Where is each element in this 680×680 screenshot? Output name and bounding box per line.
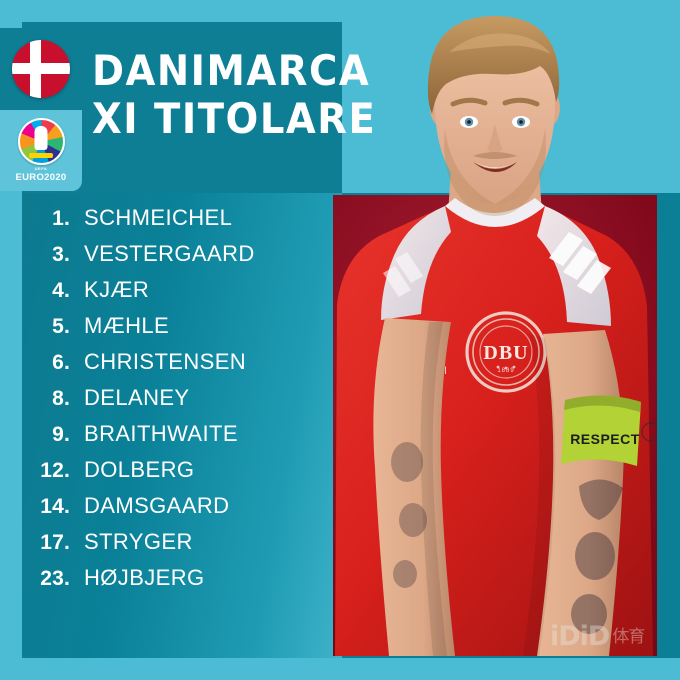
player-number: 17. bbox=[40, 531, 70, 554]
player-number: 9. bbox=[52, 423, 70, 446]
list-item: 4. KJÆR bbox=[22, 277, 332, 313]
flag-badge bbox=[0, 28, 82, 110]
list-item: 3. VESTERGAARD bbox=[22, 241, 332, 277]
player-number: 4. bbox=[52, 279, 70, 302]
player-name: HØJBJERG bbox=[84, 565, 205, 590]
player-name: MÆHLE bbox=[84, 313, 170, 338]
list-item: 8. DELANEY bbox=[22, 385, 332, 421]
player-name: DOLBERG bbox=[84, 457, 195, 482]
list-item: 5. MÆHLE bbox=[22, 313, 332, 349]
player-number: 6. bbox=[52, 351, 70, 374]
player-name: SCHMEICHEL bbox=[84, 205, 233, 230]
player-name: CHRISTENSEN bbox=[84, 349, 247, 374]
player-photo-panel bbox=[333, 195, 657, 656]
denmark-flag-icon bbox=[12, 40, 70, 98]
list-item: 12. DOLBERG bbox=[22, 457, 332, 493]
roster-panel bbox=[22, 193, 342, 658]
watermark-glyph: iDiD bbox=[550, 620, 610, 652]
player-name: VESTERGAARD bbox=[84, 241, 255, 266]
euro-2020-label: EURO2020 bbox=[15, 172, 67, 184]
player-name: DELANEY bbox=[84, 385, 190, 410]
player-number: 12. bbox=[40, 459, 70, 482]
player-number: 5. bbox=[52, 315, 70, 338]
euro-2020-logo-icon bbox=[17, 118, 65, 166]
roster-list: 1. SCHMEICHEL 3. VESTERGAARD 4. KJÆR 5. … bbox=[22, 205, 332, 601]
list-item: 23. HØJBJERG bbox=[22, 565, 332, 601]
list-item: 6. CHRISTENSEN bbox=[22, 349, 332, 385]
watermark-cjk: 体育 bbox=[612, 626, 645, 646]
list-item: 9. BRAITHWAITE bbox=[22, 421, 332, 457]
player-name: BRAITHWAITE bbox=[84, 421, 238, 446]
page-title: DANIMARCA XI TITOLARE bbox=[92, 47, 432, 143]
player-name: KJÆR bbox=[84, 277, 150, 302]
player-name: DAMSGAARD bbox=[84, 493, 230, 518]
player-number: 8. bbox=[52, 387, 70, 410]
photo-backdrop bbox=[333, 195, 657, 656]
player-number: 3. bbox=[52, 243, 70, 266]
list-item: 17. STRYGER bbox=[22, 529, 332, 565]
watermark: iDiD 体育 bbox=[550, 618, 654, 654]
list-item: 1. SCHMEICHEL bbox=[22, 205, 332, 241]
player-name: STRYGER bbox=[84, 529, 193, 554]
title-line-subtitle: XI TITOLARE bbox=[92, 94, 377, 143]
uefa-label: UEFA bbox=[34, 166, 48, 172]
player-number: 14. bbox=[40, 495, 70, 518]
player-number: 23. bbox=[40, 567, 70, 590]
badge-column: UEFA EURO2020 bbox=[0, 28, 82, 191]
list-item: 14. DAMSGAARD bbox=[22, 493, 332, 529]
title-line-country: DANIMARCA bbox=[92, 46, 371, 95]
player-number: 1. bbox=[52, 207, 70, 230]
tournament-badge: UEFA EURO2020 bbox=[0, 110, 82, 191]
